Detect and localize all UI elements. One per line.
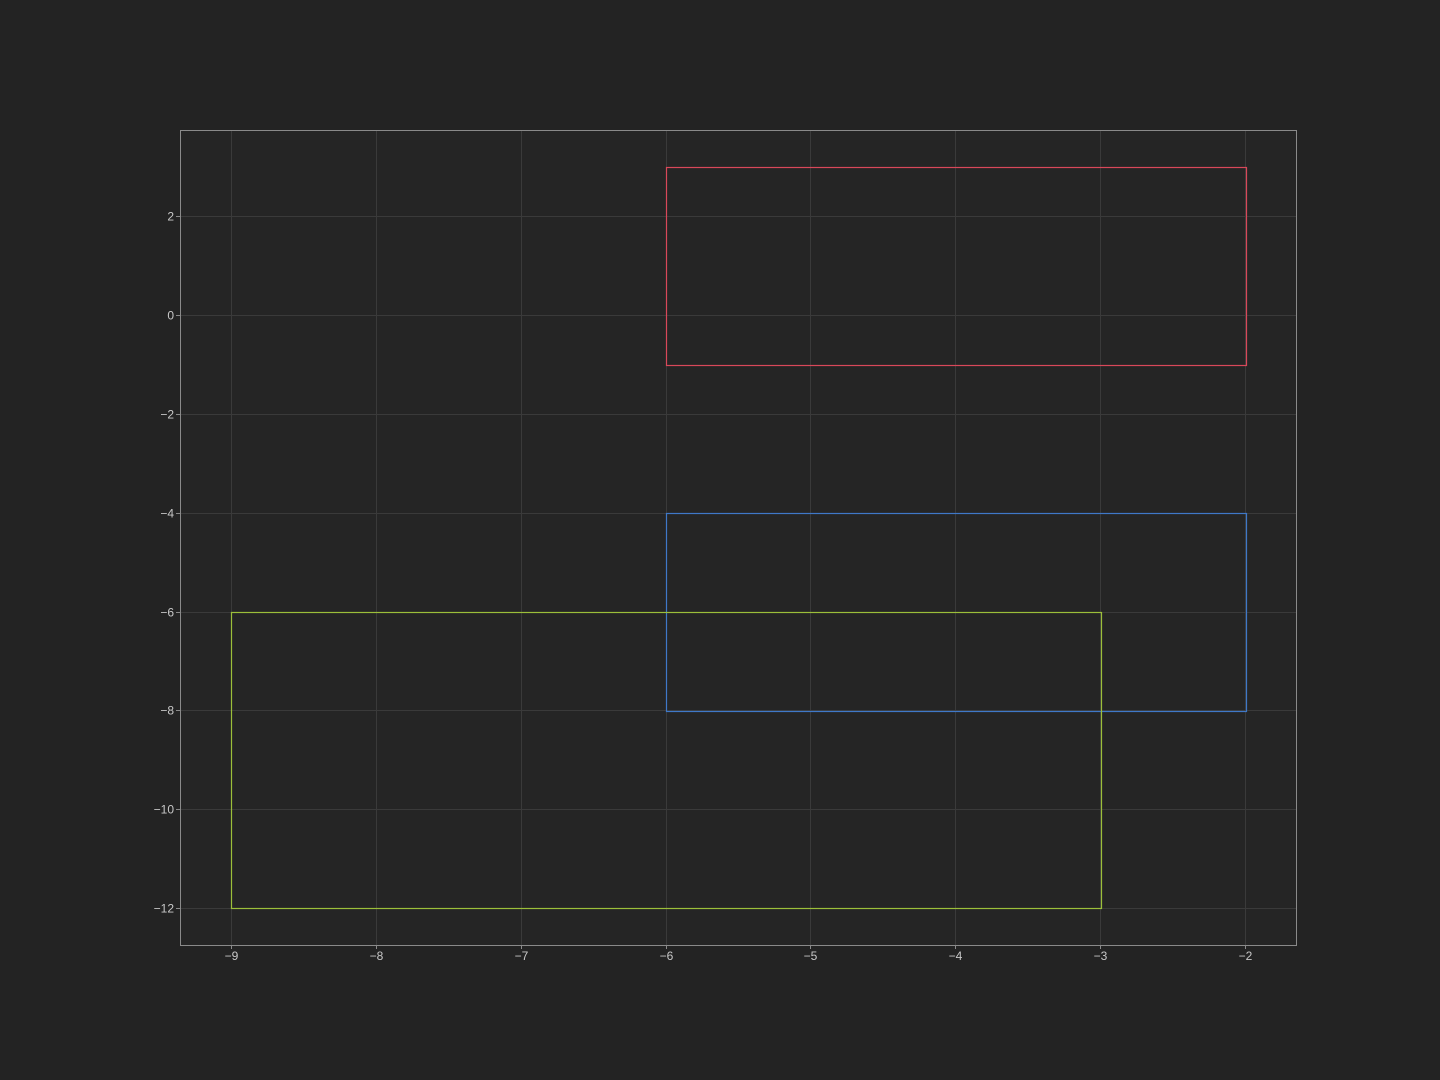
x-tick-label: −2 [1239,949,1253,963]
y-axis-ticks: 2 0 −2 −4 −6 −8 −10 −12 [154,210,180,916]
x-tick-label: −8 [370,949,384,963]
y-tick-label: −12 [154,902,175,916]
y-tick-label: 2 [167,210,174,224]
data-rectangles [230,166,1248,910]
data-rectangle-3 [230,611,1103,910]
y-tick-label: −10 [154,803,175,817]
y-tick-label: 0 [167,309,174,323]
y-tick-label: −4 [160,507,174,521]
y-tick-label: −2 [160,408,174,422]
x-tick-label: −4 [949,949,963,963]
data-rectangle-1 [665,166,1248,367]
plot-background [180,130,1296,945]
x-tick-label: −5 [804,949,818,963]
plot-frame [180,130,1297,946]
y-tick-label: −8 [160,704,174,718]
x-axis-ticks: −9 −8 −7 −6 −5 −4 −3 −2 [225,945,1253,963]
x-tick-label: −7 [515,949,529,963]
x-tick-label: −3 [1094,949,1108,963]
x-tick-label: −9 [225,949,239,963]
y-tick-label: −6 [160,606,174,620]
x-tick-label: −6 [660,949,674,963]
